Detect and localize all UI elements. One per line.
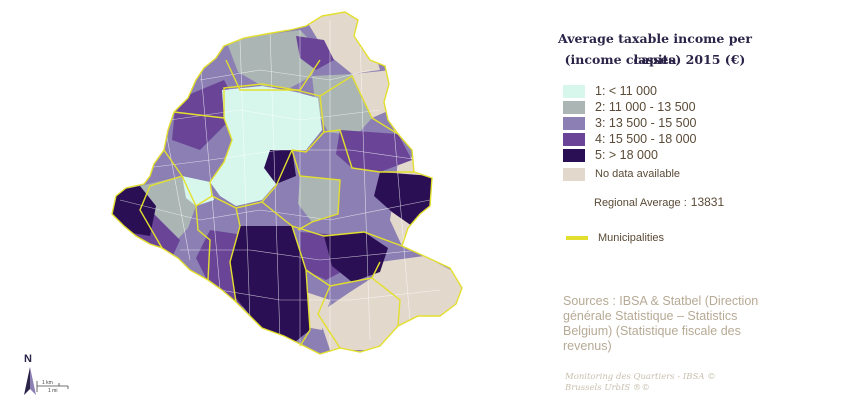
municipality-line (291, 149, 341, 231)
area-class2-center-east (298, 176, 340, 222)
municipality-line (229, 207, 241, 303)
legend-label: 1: < 11 000 (595, 84, 657, 98)
legend-item-municipalities: Municipalities (566, 232, 664, 244)
legend-swatch (563, 132, 585, 146)
legend-label: 2: 11 000 - 13 500 (595, 100, 696, 114)
legend-item-class5: 5: > 18 000 (563, 147, 658, 163)
sources-text: Sources : IBSA & Statbel (Direction géné… (563, 294, 759, 353)
municipality-line (323, 129, 414, 173)
municipality-line (291, 225, 311, 347)
area-class4-north (296, 36, 334, 70)
regional-average: Regional Average :13831 (594, 195, 724, 209)
area-no-data-northeast (352, 70, 392, 118)
north-arrow-icon (24, 367, 36, 395)
municipality-line (319, 74, 399, 135)
legend-swatch (563, 116, 585, 130)
north-arrow-label: N (24, 353, 32, 365)
map-title-line2: (income classes) 2015 (€) (564, 52, 746, 67)
legend-swatch (563, 167, 585, 181)
legend-item-no-data: No data available (563, 166, 680, 182)
municipality-line (209, 83, 325, 209)
income-classes (112, 12, 462, 354)
scale-mi-label: 1 mi (48, 388, 57, 394)
municipalities-label: Municipalities (598, 232, 665, 244)
area-class2-north (226, 30, 320, 88)
credit-line2: Brussels UrbIS ®© (565, 383, 650, 393)
map-title-line1: Average taxable income per capita (558, 31, 752, 67)
legend-swatch (563, 84, 585, 98)
credit-line1: Monitoring des Quartiers - IBSA © (565, 372, 716, 382)
area-class1-west (182, 176, 214, 206)
area-no-data-southeast (318, 256, 462, 350)
municipality-line (317, 285, 341, 349)
neighbourhood-boundaries (119, 20, 441, 350)
scale-bar: 1 km 1 mi (36, 380, 69, 394)
municipality-line (261, 201, 403, 247)
area-class5-east (374, 172, 432, 226)
legend-label: 5: > 18 000 (595, 148, 658, 162)
legend-item-class4: 4: 15 500 - 18 000 (563, 131, 696, 147)
area-class5-southeast (324, 232, 388, 282)
municipality-boundaries (111, 11, 463, 355)
area-class1-center (210, 86, 322, 206)
area-class2-northeast (312, 74, 372, 136)
legend-item-class3: 3: 13 500 - 15 500 (563, 115, 696, 131)
legend-item-class1: 1: < 11 000 (563, 83, 657, 99)
regional-average-value: 13831 (690, 195, 725, 209)
municipality-line (305, 261, 381, 287)
legend-item-class2: 2: 11 000 - 13 500 (563, 99, 696, 115)
municipality-line-swatch (566, 236, 588, 240)
municipality-line (371, 277, 401, 327)
legend-label: 4: 15 500 - 18 000 (595, 132, 697, 146)
municipality-line (173, 111, 225, 119)
municipality-line (163, 149, 213, 208)
area-class4-east (336, 130, 412, 172)
municipality-line (225, 59, 321, 91)
scale-km-label: 1 km (42, 380, 53, 386)
regional-average-label: Regional Average : (594, 197, 687, 209)
legend-swatch (563, 148, 585, 162)
choropleth-map (111, 11, 463, 355)
municipality-line (139, 175, 183, 249)
legend-label: No data available (595, 168, 681, 180)
municipality-line (195, 205, 211, 281)
legend-label: 3: 13 500 - 15 500 (595, 116, 697, 130)
credit-text: Monitoring des Quartiers - IBSA © Brusse… (565, 372, 716, 394)
legend-swatch (563, 100, 585, 114)
